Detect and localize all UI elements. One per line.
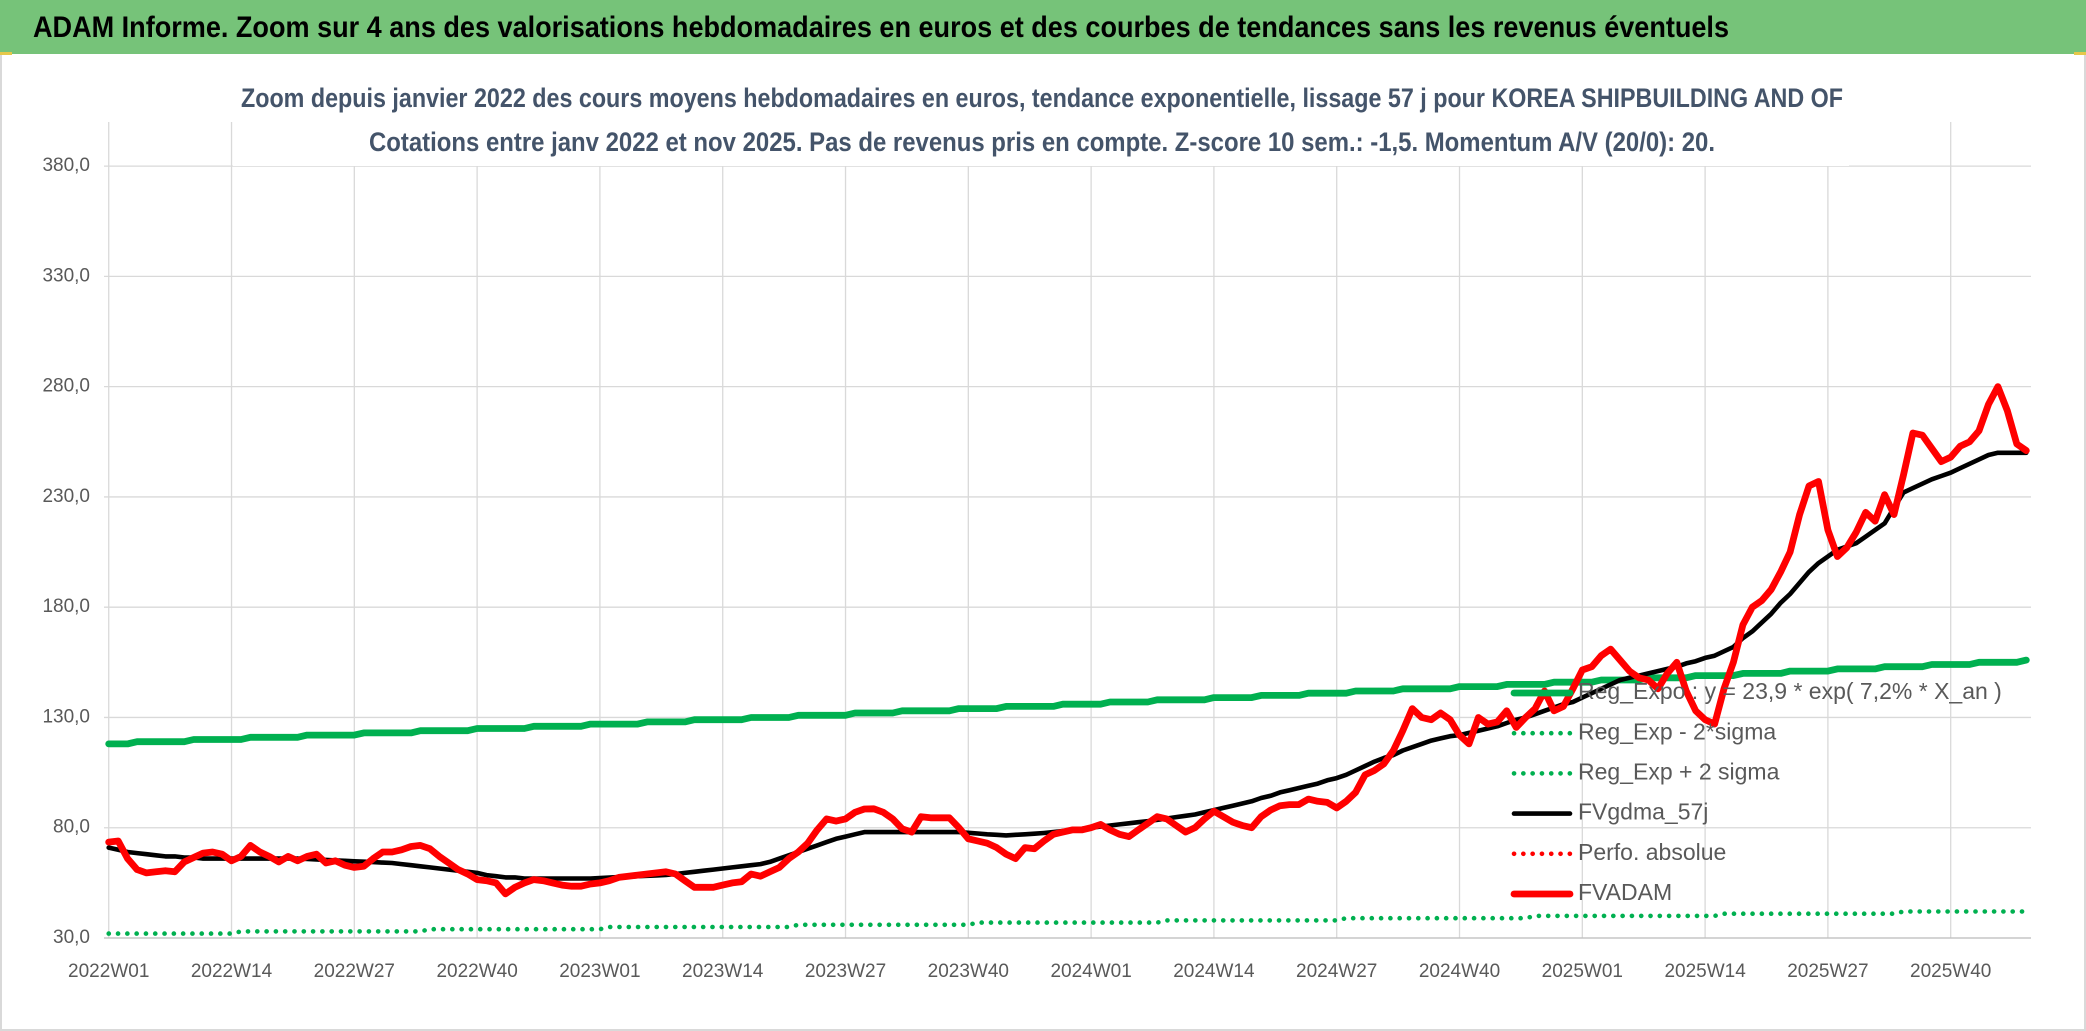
title-box (233, 80, 1849, 166)
y-tick-label: 280,0 (42, 376, 90, 397)
x-tick-label: 2022W14 (191, 961, 273, 982)
line-series (105, 383, 2030, 898)
x-tick-label: 2023W01 (559, 961, 640, 982)
header-title: ADAM Informe. Zoom sur 4 ans des valoris… (33, 11, 1729, 44)
x-tick-label: 2025W27 (1787, 961, 1868, 982)
x-tick-label: 2024W01 (1050, 961, 1131, 982)
y-tick-label: 380,0 (42, 155, 90, 176)
legend-label: Perfo. absolue (1578, 839, 1726, 865)
x-tick-label: 2023W40 (928, 961, 1009, 982)
y-tick-label: 180,0 (42, 596, 90, 617)
header-bar (0, 0, 2086, 54)
legend-label: Reg_Exp + 2 sigma (1578, 758, 1780, 784)
legend: Reg_Expo : y = 23,9 * exp( 7,2% * X_an )… (1510, 678, 2002, 905)
x-tick-label: 2024W14 (1173, 961, 1255, 982)
legend-label: FVgdma_57j (1578, 799, 1708, 825)
y-tick-label: 30,0 (53, 927, 90, 948)
y-tick-label: 330,0 (42, 265, 90, 286)
header-corner (0, 52, 12, 55)
x-tick-label: 2022W40 (436, 961, 517, 982)
x-tick-label: 2023W14 (682, 961, 764, 982)
grid (104, 122, 2031, 939)
x-tick-label: 2025W14 (1664, 961, 1746, 982)
y-tick-label: 230,0 (42, 486, 90, 507)
x-tick-label: 2024W40 (1419, 961, 1500, 982)
axes-layer: 30,0 80,0 130,0 180,0 230,0 280,0 330,0 380,0 20… (42, 155, 2031, 982)
line-series (105, 656, 2030, 748)
y-tick-label: 130,0 (42, 706, 90, 727)
legend-label: FVADAM (1578, 879, 1672, 905)
chart-title: Zoom depuis janvier 2022 des cours moyen… (241, 83, 1843, 113)
line-series (106, 909, 2029, 936)
header-corner (2074, 52, 2086, 55)
legend-label: Reg_Exp - 2*sigma (1578, 718, 1776, 744)
y-tick-label: 80,0 (53, 817, 90, 838)
chart-subtitle: Cotations entre janv 2022 et nov 2025. P… (369, 127, 1715, 157)
legend-label: Reg_Expo : y = 23,9 * exp( 7,2% * X_an ) (1578, 678, 2002, 704)
x-tick-label: 2024W27 (1296, 961, 1377, 982)
x-tick-label: 2022W01 (68, 961, 149, 982)
series-layer (105, 381, 2030, 936)
x-tick-label: 2025W40 (1910, 961, 1991, 982)
x-tick-label: 2022W27 (314, 961, 395, 982)
x-tick-label: 2025W01 (1542, 961, 1623, 982)
x-tick-label: 2023W27 (805, 961, 886, 982)
